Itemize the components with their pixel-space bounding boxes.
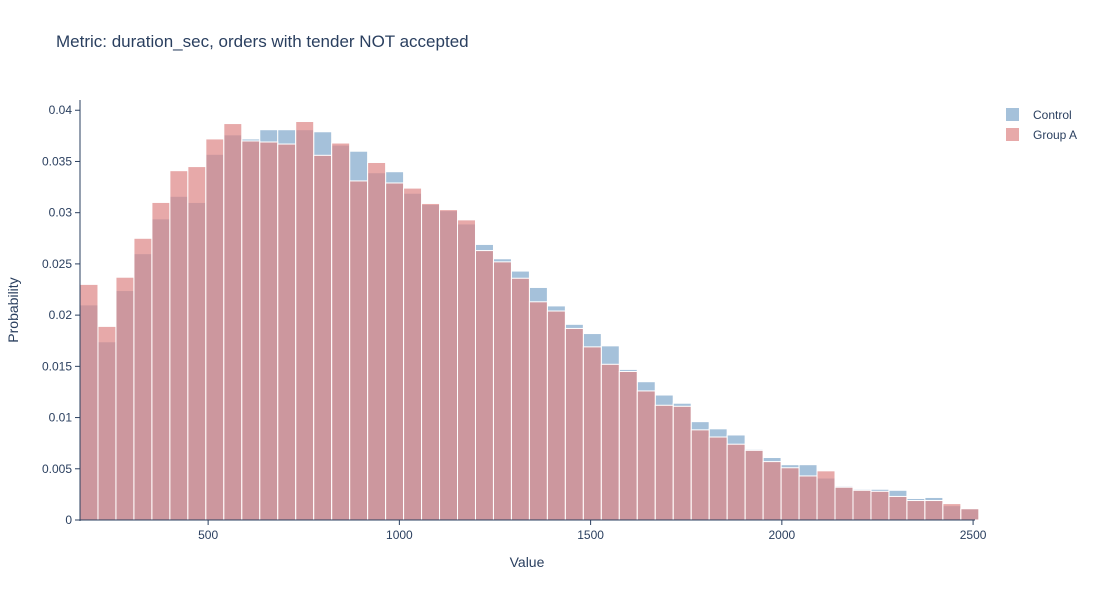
bar-group-a-33[interactable] xyxy=(672,405,692,521)
bar-group-a-40[interactable] xyxy=(798,475,818,521)
bar-group-a-26[interactable] xyxy=(546,310,566,521)
series-group-a-bars xyxy=(79,121,980,521)
bar-group-a-17[interactable] xyxy=(385,182,405,521)
bar-group-a-2[interactable] xyxy=(115,276,135,521)
bar-group-a-38[interactable] xyxy=(762,461,782,521)
bar-group-a-14[interactable] xyxy=(331,142,351,521)
bar-group-a-18[interactable] xyxy=(403,187,423,521)
bar-group-a-12[interactable] xyxy=(295,121,315,521)
legend-item-group-a[interactable]: Group A xyxy=(1006,128,1077,142)
bar-group-a-36[interactable] xyxy=(726,443,746,521)
bar-group-a-9[interactable] xyxy=(241,140,261,521)
bar-group-a-43[interactable] xyxy=(852,489,872,521)
x-tick-label-2: 1500 xyxy=(577,528,604,542)
bar-group-a-11[interactable] xyxy=(277,143,297,521)
bar-group-a-19[interactable] xyxy=(421,202,441,521)
bar-group-a-22[interactable] xyxy=(474,250,494,521)
axes xyxy=(79,100,975,521)
x-axis-ticks: 500 1000 1500 2000 2500 xyxy=(198,520,987,542)
bar-group-a-28[interactable] xyxy=(582,346,602,521)
bar-group-a-23[interactable] xyxy=(492,261,512,521)
bar-group-a-1[interactable] xyxy=(97,325,117,521)
legend-item-control[interactable]: Control xyxy=(1006,108,1072,122)
legend-swatch-control xyxy=(1006,108,1019,121)
bar-group-a-49[interactable] xyxy=(960,508,980,521)
y-tick-label-8: 0.04 xyxy=(49,103,73,117)
bar-group-a-5[interactable] xyxy=(169,170,189,521)
bar-group-a-0[interactable] xyxy=(79,283,99,521)
bar-group-a-30[interactable] xyxy=(618,370,638,521)
bar-group-a-35[interactable] xyxy=(708,436,728,521)
legend-swatch-group-a xyxy=(1006,128,1019,141)
y-tick-label-3: 0.015 xyxy=(42,359,72,373)
bar-group-a-15[interactable] xyxy=(349,180,369,521)
x-axis-title: Value xyxy=(510,554,545,570)
x-tick-label-1: 1000 xyxy=(386,528,413,542)
y-tick-label-5: 0.025 xyxy=(42,257,72,271)
bar-group-a-13[interactable] xyxy=(313,154,333,521)
bar-group-a-10[interactable] xyxy=(259,141,279,521)
bar-group-a-3[interactable] xyxy=(133,237,153,521)
bar-group-a-34[interactable] xyxy=(690,429,710,521)
bar-group-a-41[interactable] xyxy=(816,470,836,521)
bar-group-a-47[interactable] xyxy=(924,500,944,521)
y-tick-label-1: 0.005 xyxy=(42,462,72,476)
x-tick-label-4: 2500 xyxy=(960,528,987,542)
bar-group-a-45[interactable] xyxy=(888,495,908,521)
y-tick-label-6: 0.03 xyxy=(49,206,73,220)
chart-title: Metric: duration_sec, orders with tender… xyxy=(56,32,469,51)
bar-group-a-29[interactable] xyxy=(600,363,620,521)
y-tick-label-2: 0.01 xyxy=(49,411,73,425)
bar-group-a-48[interactable] xyxy=(942,503,962,521)
y-axis-title: Probability xyxy=(5,277,21,342)
bar-group-a-25[interactable] xyxy=(528,301,548,521)
y-axis-ticks: 0 0.005 0.01 0.015 0.02 0.025 0.03 0.035 0.04 xyxy=(42,103,80,527)
legend-label-control: Control xyxy=(1033,108,1072,122)
bar-group-a-37[interactable] xyxy=(744,449,764,521)
bar-group-a-16[interactable] xyxy=(367,161,387,521)
bar-group-a-7[interactable] xyxy=(205,138,225,521)
x-tick-label-0: 500 xyxy=(198,528,218,542)
y-tick-label-7: 0.035 xyxy=(42,154,72,168)
bar-group-a-27[interactable] xyxy=(564,327,584,521)
y-tick-label-0: 0 xyxy=(65,513,72,527)
bar-group-a-4[interactable] xyxy=(151,201,171,521)
bar-group-a-46[interactable] xyxy=(906,500,926,521)
bar-group-a-32[interactable] xyxy=(654,404,674,521)
bar-group-a-6[interactable] xyxy=(187,166,207,521)
bar-group-a-39[interactable] xyxy=(780,467,800,521)
legend: Control Group A xyxy=(1006,108,1077,142)
y-tick-label-4: 0.02 xyxy=(49,308,73,322)
legend-label-group-a: Group A xyxy=(1033,128,1077,142)
x-tick-label-3: 2000 xyxy=(768,528,795,542)
bar-group-a-31[interactable] xyxy=(636,390,656,521)
bar-group-a-44[interactable] xyxy=(870,490,890,521)
bar-group-a-8[interactable] xyxy=(223,123,243,521)
bar-group-a-42[interactable] xyxy=(834,486,854,521)
bar-group-a-24[interactable] xyxy=(510,277,530,521)
bar-group-a-20[interactable] xyxy=(439,209,459,521)
bar-group-a-21[interactable] xyxy=(457,219,476,521)
